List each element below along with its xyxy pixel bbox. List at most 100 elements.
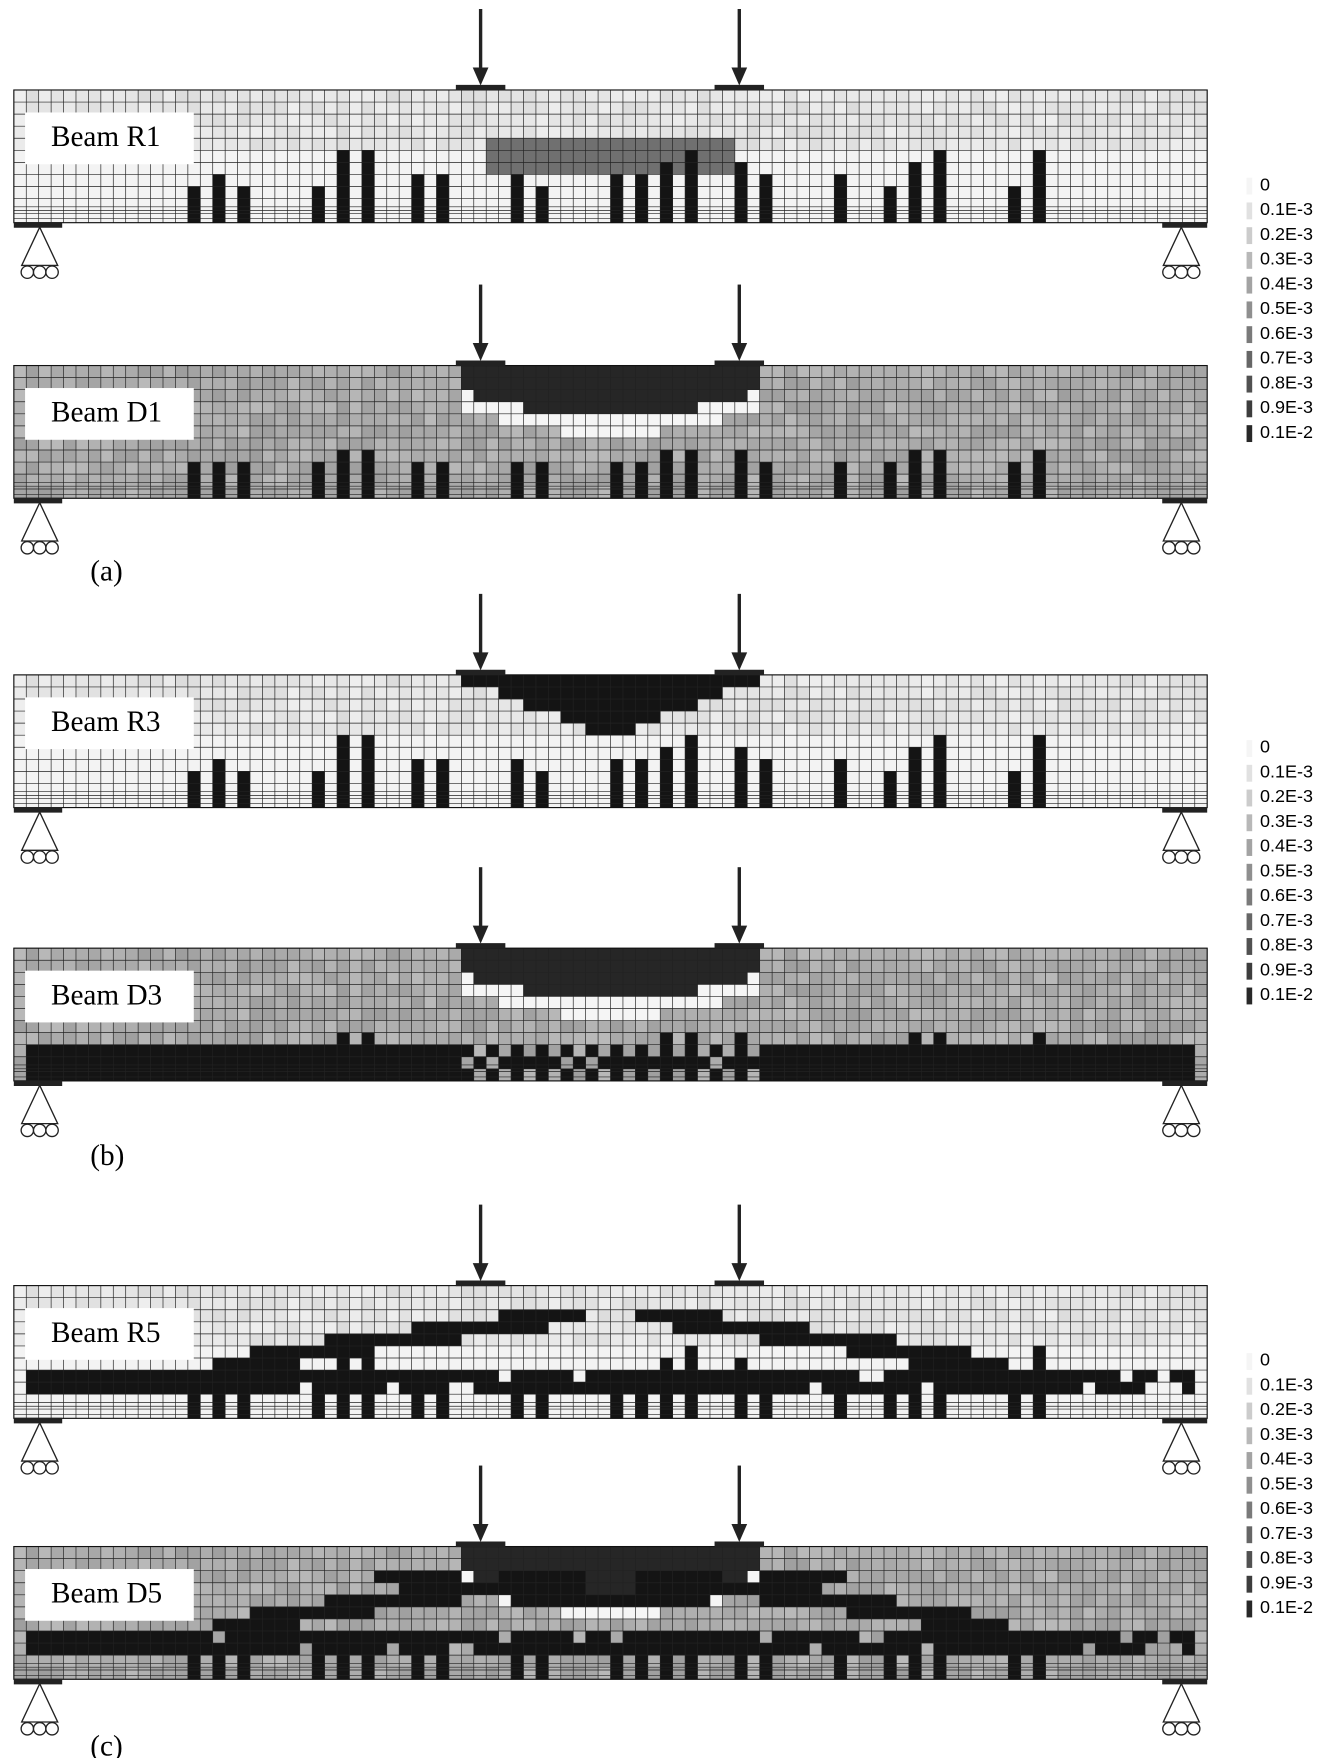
beam-cell (623, 759, 636, 771)
beam-cell (685, 426, 698, 438)
beam-cell (474, 211, 487, 223)
beam-cell (126, 486, 139, 498)
support (22, 503, 58, 541)
beam-cell (561, 1382, 574, 1394)
beam-cell (200, 462, 213, 474)
beam-cell (225, 796, 238, 808)
beam-cell (772, 1069, 785, 1081)
beam-cell (138, 366, 151, 378)
beam-cell (424, 771, 437, 783)
beam-cell (238, 174, 251, 186)
beam-cell (847, 390, 860, 402)
beam-cell (822, 114, 835, 126)
beam-cell (1133, 390, 1146, 402)
beam-cell (51, 1382, 64, 1394)
beam-cell (424, 174, 437, 186)
beam-cell (1108, 796, 1121, 808)
beam-cell (138, 771, 151, 783)
beam-cell (635, 1298, 648, 1310)
beam-cell (747, 687, 760, 699)
beam-cell (934, 759, 947, 771)
beam-cell (51, 199, 64, 211)
beam-cell (325, 960, 338, 972)
beam-cell (188, 474, 201, 486)
beam-cell (872, 1045, 885, 1057)
beam-cell (747, 187, 760, 199)
beam-cell (785, 747, 798, 759)
beam-cell (809, 1021, 822, 1033)
roller (21, 266, 33, 278)
beam-cell (834, 1009, 847, 1021)
beam-cell (573, 438, 586, 450)
beam-cell (325, 1382, 338, 1394)
beam-cell (1145, 390, 1158, 402)
beam-cell (809, 390, 822, 402)
beam-cell (511, 450, 524, 462)
beam-cell (909, 438, 922, 450)
beam-cell (673, 747, 686, 759)
beam-cell (1195, 699, 1208, 711)
beam-cell (996, 1045, 1009, 1057)
beam-cell (151, 174, 164, 186)
beam-cell (387, 211, 400, 223)
beam-cell (648, 675, 661, 687)
beam-cell (772, 699, 785, 711)
beam-cell (1058, 114, 1071, 126)
beam-cell (1046, 138, 1059, 150)
beam-cell (673, 126, 686, 138)
beam-cell (1195, 783, 1208, 795)
beam-cell (1021, 675, 1034, 687)
beam-cell (151, 759, 164, 771)
beam-cell (635, 1358, 648, 1370)
beam-cell (635, 162, 648, 174)
beam-cell (412, 747, 425, 759)
beam-cell (1120, 972, 1133, 984)
beam-cell (1108, 187, 1121, 199)
beam-cell (275, 1358, 288, 1370)
beam-cell (1145, 960, 1158, 972)
beam-cell (14, 1346, 27, 1358)
beam-cell (996, 138, 1009, 150)
beam-cell (113, 783, 126, 795)
beam-label: Beam R1 (51, 121, 161, 153)
beam-cell (126, 783, 139, 795)
beam-cell (1195, 474, 1208, 486)
beam-cell (685, 174, 698, 186)
beam-cell (387, 114, 400, 126)
beam-cell (275, 90, 288, 102)
beam-cell (735, 996, 748, 1008)
beam-cell (213, 462, 226, 474)
beam-cell (834, 771, 847, 783)
beam-cell (238, 450, 251, 462)
beam-cell (648, 1358, 661, 1370)
beam-cell (213, 114, 226, 126)
beam-cell (1008, 1057, 1021, 1069)
beam-cell (536, 1358, 549, 1370)
beam-cell (809, 187, 822, 199)
beam-cell (238, 783, 251, 795)
beam-cell (934, 462, 947, 474)
beam-cell (1157, 462, 1170, 474)
beam-cell (1021, 438, 1034, 450)
beam-cell (163, 771, 176, 783)
beam-cell (934, 699, 947, 711)
beam-cell (648, 948, 661, 960)
beam-cell (436, 996, 449, 1008)
beam-cell (250, 1334, 263, 1346)
beam-cell (772, 90, 785, 102)
beam-cell (946, 796, 959, 808)
beam-cell (1120, 1021, 1133, 1033)
beam-cell (461, 723, 474, 735)
beam-cell (449, 1286, 462, 1298)
beam-cell (698, 211, 711, 223)
beam-cell (461, 1021, 474, 1033)
beam-cell (337, 1310, 350, 1322)
beam-cell (362, 735, 375, 747)
legend-label: 0.3E-3 (1260, 249, 1313, 269)
beam-cell (1021, 948, 1034, 960)
beam-cell (760, 187, 773, 199)
beam-cell (648, 771, 661, 783)
beam-cell (1182, 960, 1195, 972)
beam-cell (523, 126, 536, 138)
beam-cell (374, 486, 387, 498)
